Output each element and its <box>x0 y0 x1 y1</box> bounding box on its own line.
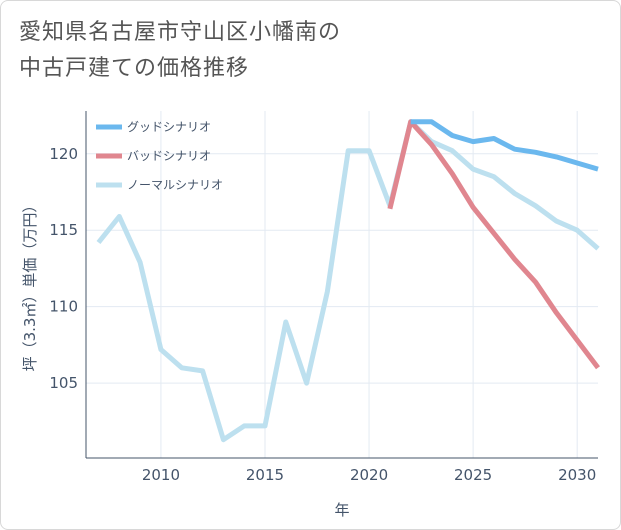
chart-title: 愛知県名古屋市守山区小幡南の 中古戸建ての価格推移 <box>19 20 342 81</box>
x-tick-label: 2015 <box>246 466 284 484</box>
legend-label: バッドシナリオ <box>127 149 211 163</box>
x-axis-title: 年 <box>334 501 349 519</box>
y-tick-label: 120 <box>49 145 78 163</box>
y-tick-label: 115 <box>49 221 78 239</box>
x-tick-label: 2030 <box>558 466 596 484</box>
legend-item-normal: ノーマルシナリオ <box>96 178 223 192</box>
y-tick-labels: 105 110 115 120 <box>49 145 78 392</box>
legend-label: グッドシナリオ <box>127 120 211 134</box>
axes <box>85 111 598 459</box>
legend-item-good: グッドシナリオ <box>96 120 211 134</box>
legend-label: ノーマルシナリオ <box>127 178 223 192</box>
x-tick-label: 2010 <box>142 466 180 484</box>
x-tick-label: 2020 <box>350 466 388 484</box>
grid-layer <box>86 111 598 458</box>
bad-scenario-line <box>387 119 600 370</box>
normal-scenario-line <box>96 119 600 443</box>
y-tick-label: 110 <box>49 298 78 316</box>
legend-item-bad: バッドシナリオ <box>96 149 211 163</box>
series-lines <box>96 119 600 443</box>
x-tick-label: 2025 <box>454 466 492 484</box>
good-scenario-line <box>410 119 599 172</box>
y-tick-label: 105 <box>49 374 78 392</box>
y-axis-title: 坪（3.3㎡）単価（万円） <box>21 198 39 372</box>
x-tick-labels: 2010 2015 2020 2025 2030 <box>142 466 596 484</box>
